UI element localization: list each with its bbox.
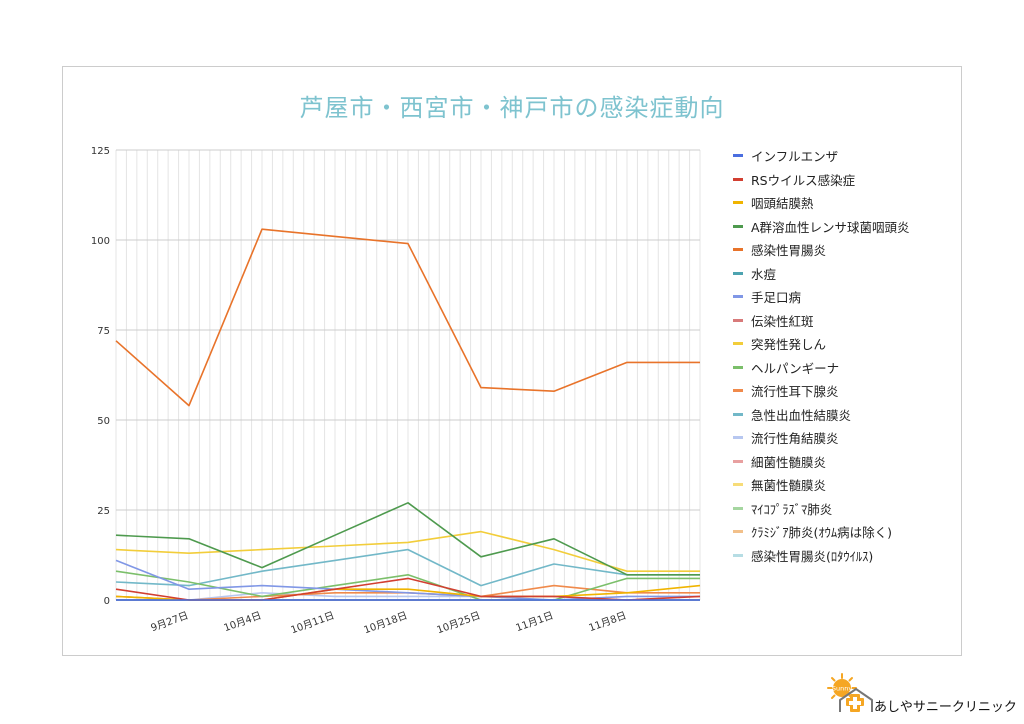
legend-item: 無菌性髄膜炎 — [733, 473, 963, 497]
legend-swatch — [733, 506, 743, 510]
y-tick-label: 125 — [91, 146, 110, 157]
legend-label: ｸﾗﾐｼﾞｱ肺炎(ｵｳﾑ病は除く) — [751, 525, 893, 541]
legend-label: 無菌性髄膜炎 — [751, 478, 827, 494]
legend-label: 流行性耳下腺炎 — [751, 384, 839, 400]
x-tick-label: 11月1日 — [514, 610, 555, 635]
x-tick-label: 10月4日 — [222, 610, 263, 635]
legend-swatch — [733, 389, 743, 393]
legend-swatch — [733, 412, 743, 416]
sun-rays — [827, 673, 857, 699]
y-tick-label: 25 — [97, 506, 110, 517]
legend-item: A群溶血性レンサ球菌咽頭炎 — [733, 215, 963, 239]
y-tick-label: 100 — [91, 236, 110, 247]
legend-item: インフルエンザ — [733, 144, 963, 168]
x-axis: 9月27日 10月4日 10月11日 10月18日 10月25日 11月1日 11月8日 — [149, 610, 628, 637]
cross-inner-h — [849, 701, 861, 705]
legend-label: RSウイルス感染症 — [751, 172, 856, 188]
legend-label: A群溶血性レンサ球菌咽頭炎 — [751, 219, 910, 235]
series-line — [115, 501, 700, 576]
legend-label: 手足口病 — [751, 290, 802, 306]
legend-swatch — [733, 271, 743, 275]
legend-item: 感染性胃腸炎 — [733, 238, 963, 262]
sun-icon — [833, 679, 851, 697]
legend-swatch — [733, 436, 743, 440]
x-tick-label: 10月18日 — [362, 610, 409, 637]
legend-label: 突発性発しん — [751, 337, 827, 353]
legend-swatch — [733, 201, 743, 205]
sun-house-icon: Sunny — [827, 673, 873, 712]
legend-swatch — [733, 553, 743, 557]
x-grid — [115, 150, 701, 600]
x-tick-label: 10月11日 — [289, 610, 336, 637]
legend-swatch — [733, 177, 743, 181]
x-tick-label: 9月27日 — [149, 610, 190, 635]
legend-swatch — [733, 483, 743, 487]
legend-swatch — [733, 459, 743, 463]
legend-label: 咽頭結膜熱 — [751, 196, 814, 212]
legend-item: 流行性耳下腺炎 — [733, 379, 963, 403]
legend-swatch — [733, 154, 743, 158]
legend-item: 伝染性紅斑 — [733, 309, 963, 333]
series-line — [115, 559, 700, 601]
clinic-name: あしやサニークリニック — [874, 700, 1017, 715]
logo-badge-text: Sunny — [832, 685, 852, 693]
y-tick-label: 75 — [97, 326, 110, 337]
chart-legend: インフルエンザ RSウイルス感染症 咽頭結膜熱 A群溶血性レンサ球菌咽頭炎 感染性胃腸炎… — [733, 144, 963, 567]
clinic-logo: Sunny あしやサニークリニック — [826, 672, 1017, 716]
y-tick-label: 0 — [104, 596, 110, 607]
legend-item: 流行性角結膜炎 — [733, 426, 963, 450]
legend-swatch — [733, 318, 743, 322]
legend-item: ﾏｲｺﾌﾟﾗｽﾞﾏ肺炎 — [733, 497, 963, 521]
x-tick-label: 10月25日 — [435, 610, 482, 637]
legend-item: ｸﾗﾐｼﾞｱ肺炎(ｵｳﾑ病は除く) — [733, 520, 963, 544]
y-tick-label: 50 — [97, 416, 110, 427]
legend-item: RSウイルス感染症 — [733, 168, 963, 192]
chart-title: 芦屋市・西宮市・神戸市の感染症動向 — [299, 94, 725, 122]
legend-item: 水痘 — [733, 262, 963, 286]
legend-item: 突発性発しん — [733, 332, 963, 356]
legend-label: 水痘 — [751, 266, 777, 282]
legend-item: 感染性胃腸炎(ﾛﾀｳｲﾙｽ) — [733, 544, 963, 568]
house-icon — [839, 688, 873, 712]
legend-label: 伝染性紅斑 — [751, 313, 814, 329]
series-line — [115, 228, 700, 407]
legend-swatch — [733, 530, 743, 534]
legend-label: 細菌性髄膜炎 — [751, 454, 827, 470]
legend-label: 感染性胃腸炎(ﾛﾀｳｲﾙｽ) — [751, 548, 874, 564]
legend-label: インフルエンザ — [751, 149, 839, 165]
legend-item: 咽頭結膜熱 — [733, 191, 963, 215]
legend-swatch — [733, 295, 743, 299]
legend-label: 流行性角結膜炎 — [751, 431, 839, 447]
legend-item: 細菌性髄膜炎 — [733, 450, 963, 474]
series-line — [115, 570, 700, 601]
legend-swatch — [733, 365, 743, 369]
legend-swatch — [733, 342, 743, 346]
series-lines — [115, 228, 701, 601]
legend-label: 感染性胃腸炎 — [751, 243, 827, 259]
legend-label: ヘルパンギーナ — [751, 360, 840, 376]
legend-swatch — [733, 224, 743, 228]
series-line — [115, 548, 700, 587]
legend-item: 急性出血性結膜炎 — [733, 403, 963, 427]
legend-item: ヘルパンギーナ — [733, 356, 963, 380]
legend-swatch — [733, 248, 743, 252]
legend-label: ﾏｲｺﾌﾟﾗｽﾞﾏ肺炎 — [751, 501, 833, 517]
series-line — [115, 530, 700, 573]
legend-label: 急性出血性結膜炎 — [751, 407, 852, 423]
x-tick-label: 11月8日 — [587, 610, 628, 635]
legend-item: 手足口病 — [733, 285, 963, 309]
